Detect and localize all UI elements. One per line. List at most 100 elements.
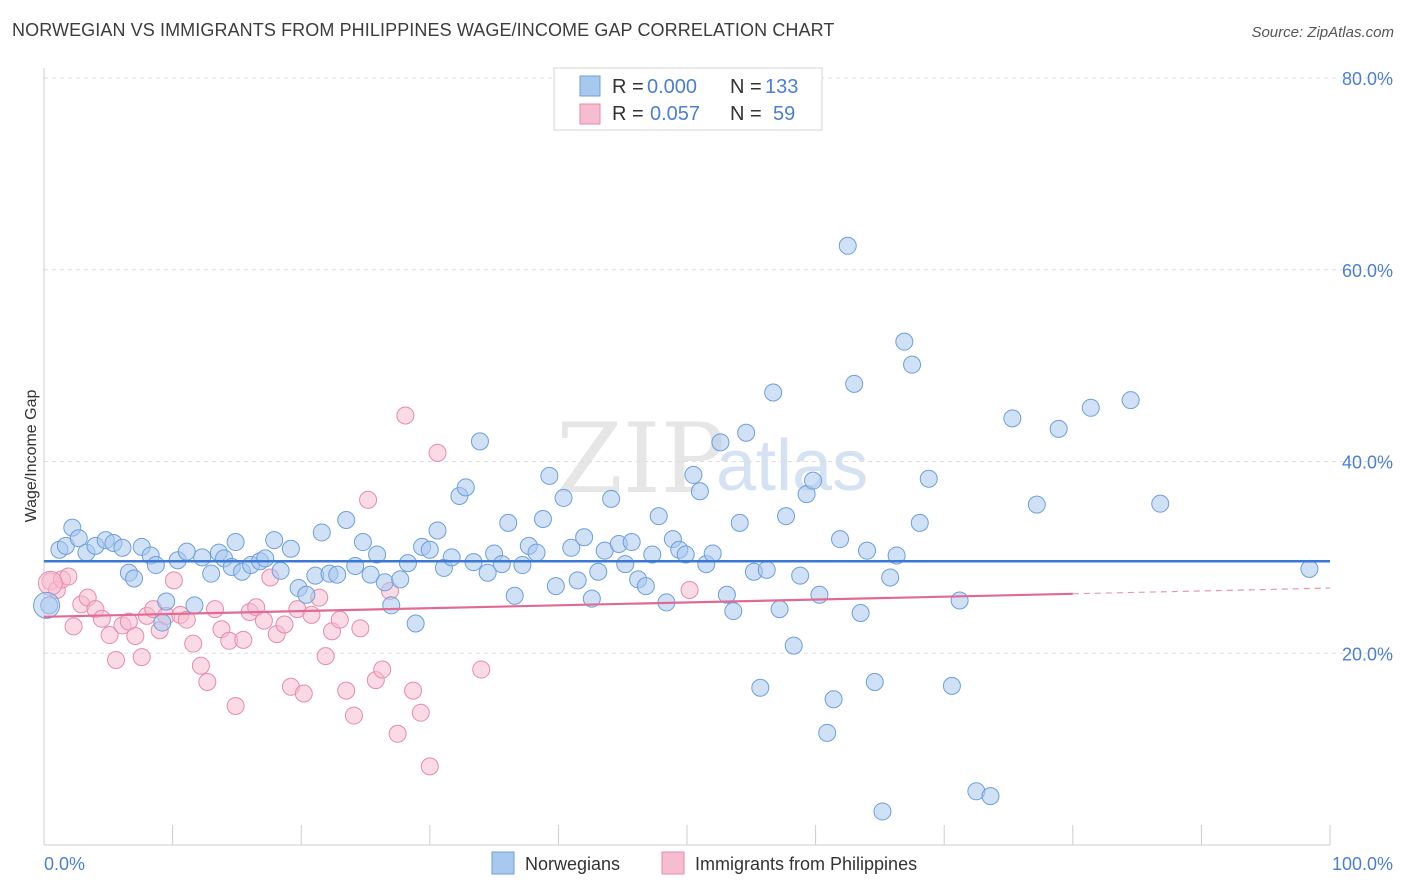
norwegians-point xyxy=(791,566,810,585)
norwegians-point xyxy=(398,554,417,573)
norwegians-point xyxy=(824,690,843,709)
philippines-point xyxy=(191,656,210,675)
norwegians-point xyxy=(361,565,380,584)
norwegians-point xyxy=(751,678,770,697)
x-tick-label-min: 0.0% xyxy=(44,854,85,874)
philippines-point xyxy=(132,648,151,667)
philippines-point xyxy=(404,681,423,700)
stats-legend: R = 0.000 N = 133 R = 0.057 N = 59 xyxy=(553,67,823,131)
norwegians-point xyxy=(157,592,176,611)
norwegians-point xyxy=(838,236,857,255)
philippines-point xyxy=(275,615,294,634)
legend-n-value-1: 133 xyxy=(765,76,798,98)
norwegians-point xyxy=(711,433,730,452)
norwegians-point xyxy=(533,510,552,529)
norwegians-point xyxy=(420,540,439,559)
norwegians-point xyxy=(185,596,204,615)
philippines-point xyxy=(107,650,126,669)
norwegians-point xyxy=(478,563,497,582)
norwegians-point xyxy=(125,569,144,588)
norwegians-point-cluster xyxy=(33,591,61,619)
norwegians-point xyxy=(851,603,870,622)
philippines-point xyxy=(234,630,253,649)
philippines-point xyxy=(184,634,203,653)
norwegians-point xyxy=(428,521,447,540)
philippines-point xyxy=(164,571,183,590)
philippines-point xyxy=(388,724,407,743)
bottom-legend-label-norwegians: Norwegians xyxy=(525,854,620,874)
y-tick-labels: 20.0% 40.0% 60.0% 80.0% xyxy=(1342,69,1393,664)
norwegians-point xyxy=(881,568,900,587)
norwegians-point xyxy=(226,533,245,552)
legend-r-value-2: 0.057 xyxy=(650,103,700,125)
norwegians-point xyxy=(1151,494,1170,513)
norwegians-point xyxy=(858,541,877,560)
x-tick-label-max: 100.0% xyxy=(1332,854,1393,874)
norwegians-point xyxy=(895,332,914,351)
norwegians-point xyxy=(513,556,532,575)
philippines-point xyxy=(359,490,378,509)
philippines-point xyxy=(472,660,491,679)
y-tick-label-40: 40.0% xyxy=(1342,453,1393,473)
norwegians-point xyxy=(616,555,635,574)
norwegians-point xyxy=(865,673,884,692)
norwegians-point xyxy=(540,466,559,485)
y-axis-label: Wage/Income Gap xyxy=(23,390,40,523)
series-immigrants-points xyxy=(37,406,699,776)
norwegians-point xyxy=(804,471,823,490)
norwegians-point xyxy=(831,530,850,549)
axes xyxy=(43,68,1331,846)
philippines-point xyxy=(411,703,430,722)
norwegians-point xyxy=(113,538,132,557)
norwegians-point xyxy=(910,513,929,532)
norwegians-point xyxy=(492,555,511,574)
norwegians-point xyxy=(146,556,165,575)
philippines-point xyxy=(302,605,321,624)
norwegians-point xyxy=(676,545,695,564)
philippines-point xyxy=(420,757,439,776)
y-tick-label-80: 80.0% xyxy=(1342,69,1393,89)
norwegians-point xyxy=(442,548,461,567)
norwegians-point xyxy=(636,577,655,596)
source-label: Source: ZipAtlas.com xyxy=(1251,24,1394,41)
philippines-point xyxy=(680,580,699,599)
norwegians-point xyxy=(730,513,749,532)
norwegians-point xyxy=(903,355,922,374)
norwegians-point xyxy=(717,585,736,604)
legend-n-label-2: N = xyxy=(730,103,762,125)
norwegians-point xyxy=(562,538,581,557)
norwegians-point xyxy=(757,560,776,579)
norwegians-point xyxy=(684,465,703,484)
chart-title: NORWEGIAN VS IMMIGRANTS FROM PHILIPPINES… xyxy=(12,20,835,40)
norwegians-point xyxy=(784,636,803,655)
legend-n-label-1: N = xyxy=(730,76,762,98)
y-tick-label-20: 20.0% xyxy=(1342,644,1393,664)
norwegians-point xyxy=(622,533,641,552)
legend-r-label-2: R = xyxy=(612,103,644,125)
norwegians-point xyxy=(271,561,290,580)
norwegians-point xyxy=(382,596,401,615)
norwegians-point xyxy=(873,802,892,821)
norwegians-point xyxy=(69,529,88,548)
legend-r-label-1: R = xyxy=(612,76,644,98)
norwegians-point xyxy=(391,570,410,589)
philippines-point xyxy=(428,443,447,462)
legend-n-value-2: 59 xyxy=(773,103,795,125)
norwegians-point xyxy=(353,533,372,552)
norwegians-point xyxy=(981,787,1000,806)
norwegians-point xyxy=(177,542,196,561)
norwegians-point xyxy=(281,539,300,558)
philippines-point xyxy=(373,660,392,679)
legend-swatch-norwegians xyxy=(579,75,601,97)
norwegians-point xyxy=(649,507,668,526)
series-legend: Norwegians Immigrants from Philippines xyxy=(491,851,917,875)
norwegians-point xyxy=(887,546,906,565)
norwegians-point xyxy=(202,564,221,583)
norwegians-point xyxy=(456,478,475,497)
bottom-legend-swatch-philippines xyxy=(661,851,685,875)
norwegians-point xyxy=(690,482,709,501)
norwegians-point xyxy=(602,489,621,508)
norwegians-point xyxy=(1027,495,1046,514)
watermark-atlas: atlas xyxy=(716,426,868,506)
